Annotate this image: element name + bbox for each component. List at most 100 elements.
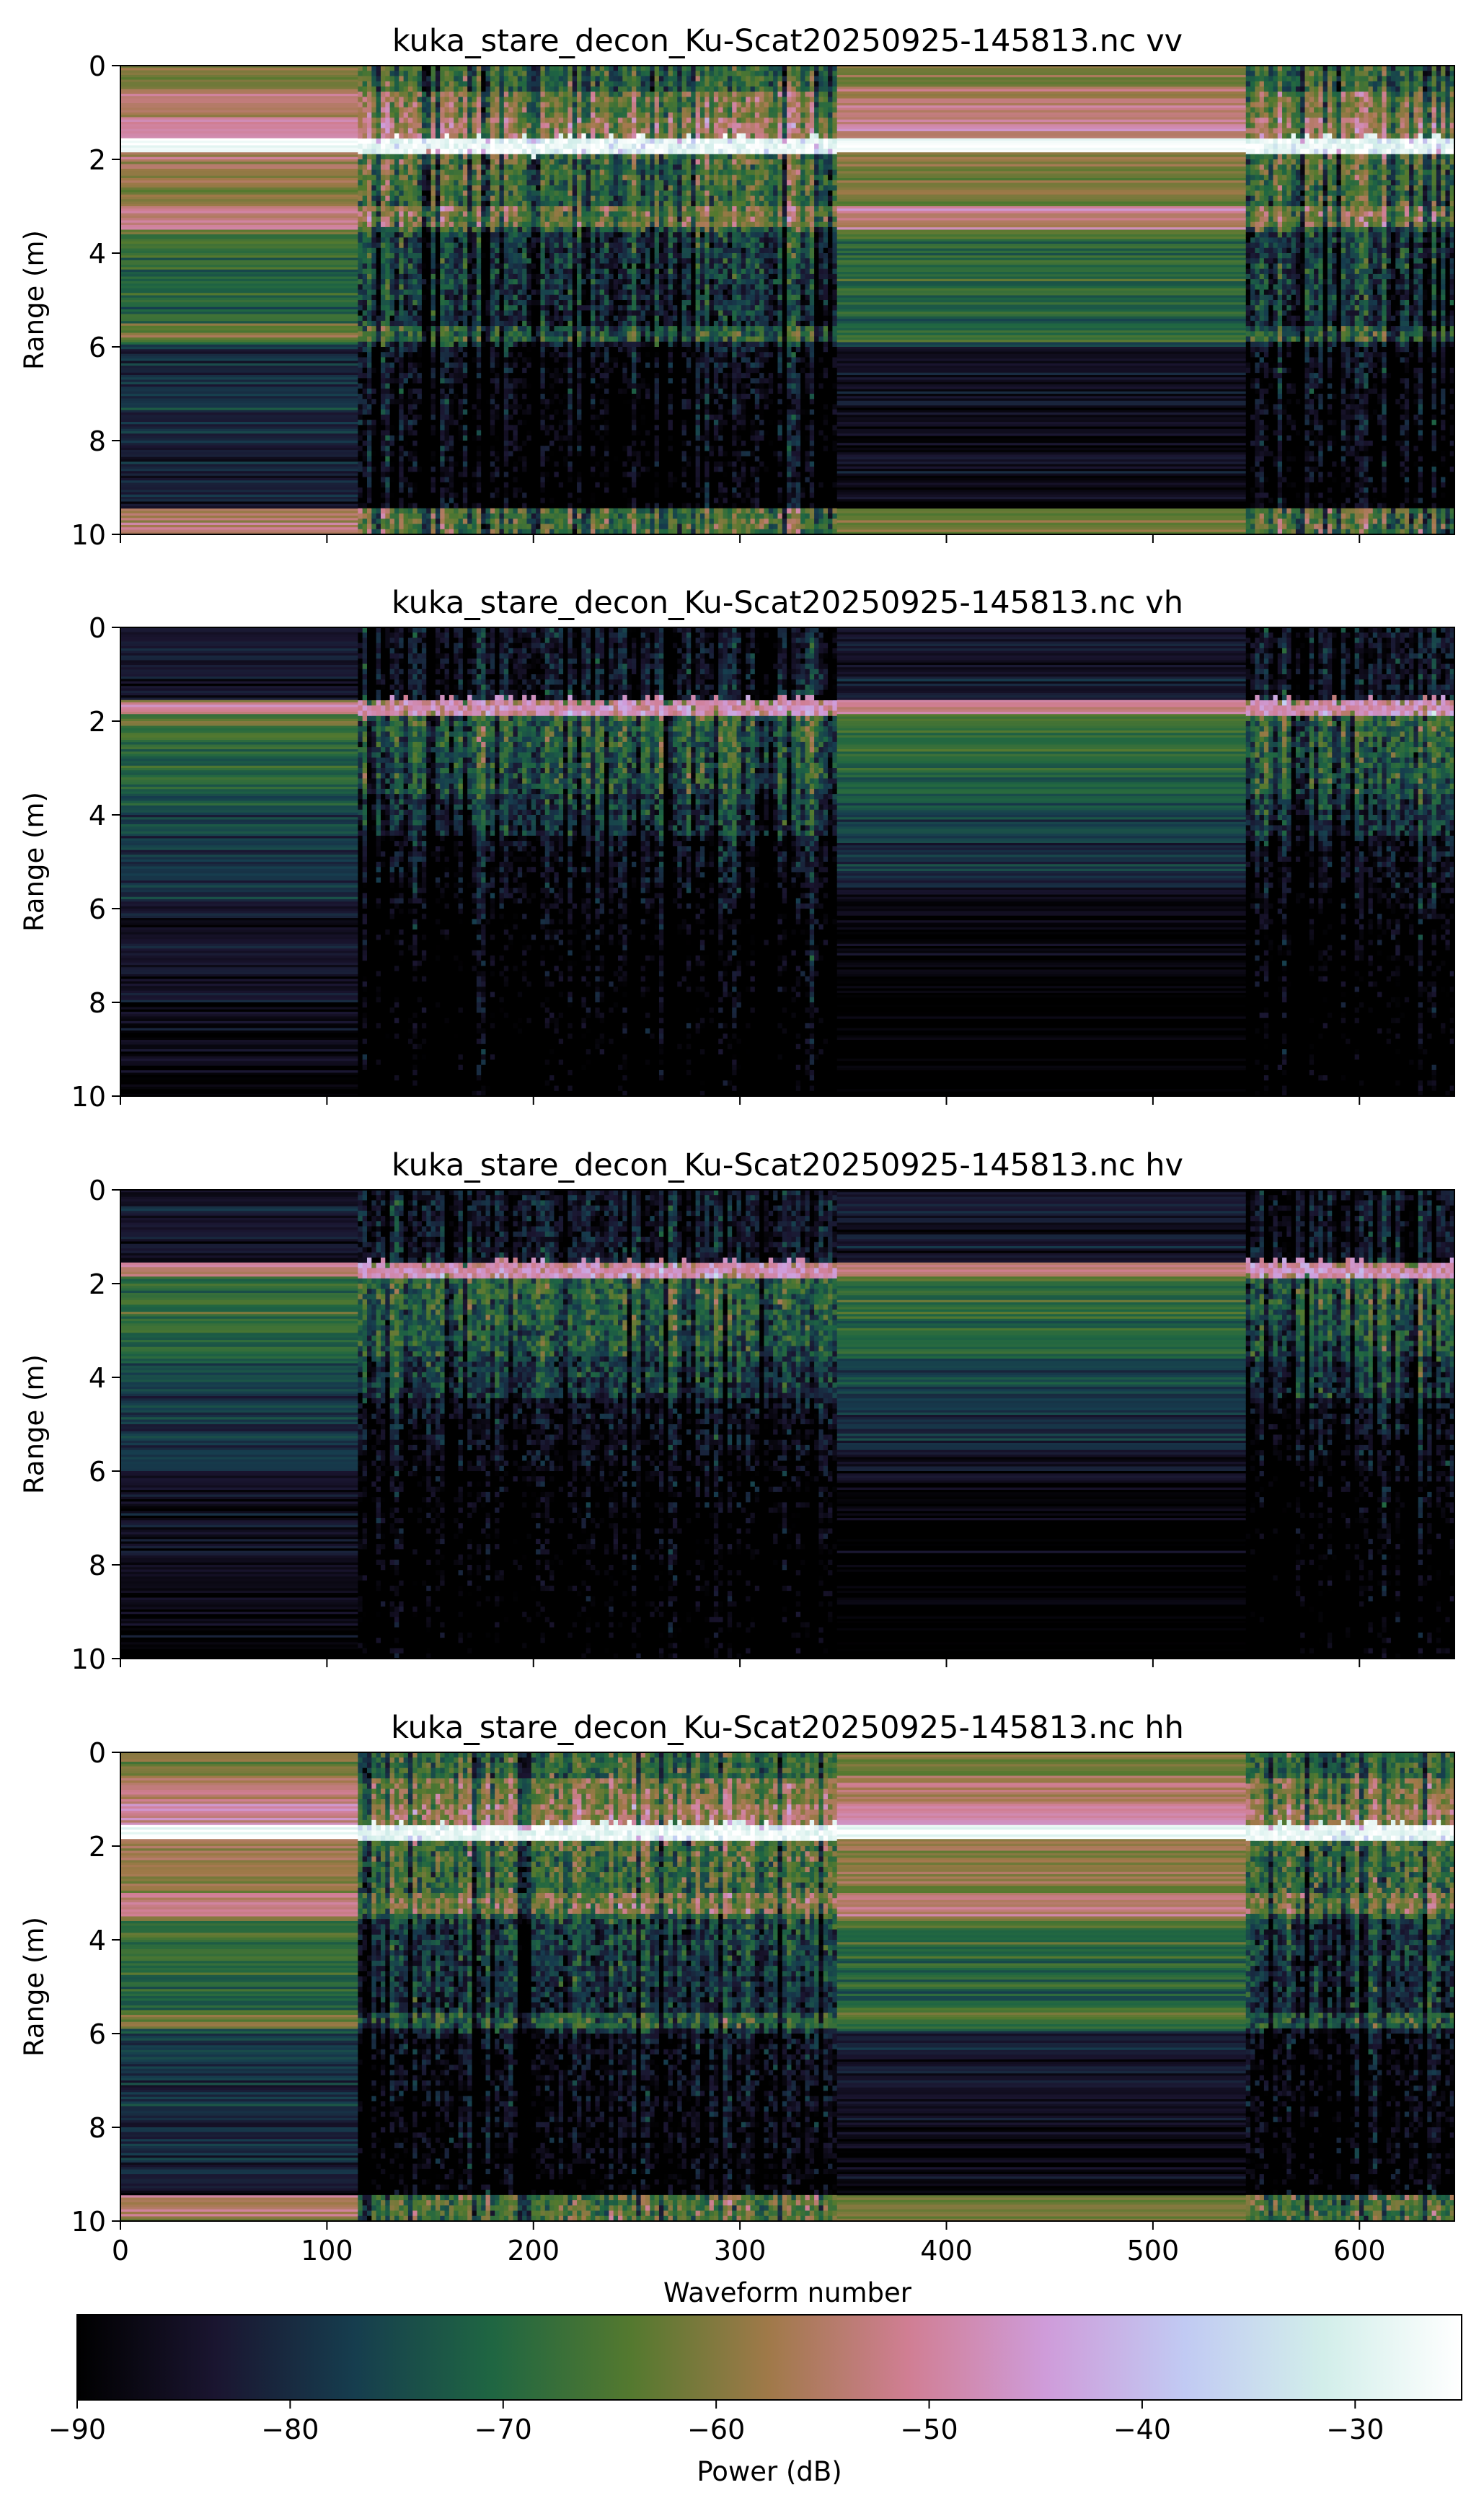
heatmap-cell bbox=[444, 326, 450, 332]
heatmap-cell bbox=[389, 336, 395, 343]
heatmap-cell bbox=[399, 394, 405, 400]
heatmap-cell bbox=[362, 315, 368, 322]
heatmap-cell bbox=[385, 253, 391, 259]
heatmap-cell bbox=[495, 357, 500, 363]
heatmap-cell bbox=[531, 420, 536, 425]
heatmap-cell bbox=[536, 503, 542, 509]
heatmap-cell bbox=[376, 118, 381, 124]
heatmap-cell bbox=[421, 461, 427, 467]
heatmap-cell bbox=[591, 482, 596, 488]
heatmap-cell bbox=[403, 97, 409, 103]
heatmap-band bbox=[120, 379, 358, 383]
heatmap-cell bbox=[426, 107, 432, 113]
heatmap-cell bbox=[503, 144, 509, 150]
heatmap-cell bbox=[385, 508, 391, 514]
heatmap-cell bbox=[599, 138, 605, 144]
heatmap-cell bbox=[454, 86, 459, 92]
heatmap-cell bbox=[517, 190, 523, 197]
heatmap-cell bbox=[508, 467, 514, 472]
heatmap-cell bbox=[454, 237, 459, 244]
heatmap-cell bbox=[458, 524, 464, 530]
heatmap-cell bbox=[467, 123, 473, 129]
heatmap-cell bbox=[577, 118, 582, 124]
heatmap-cell bbox=[531, 144, 536, 150]
heatmap-cell bbox=[412, 211, 418, 218]
heatmap-cell bbox=[440, 352, 446, 358]
heatmap-cell bbox=[444, 315, 450, 322]
heatmap-cell bbox=[558, 247, 564, 254]
heatmap-cell bbox=[513, 383, 518, 389]
heatmap-cell bbox=[572, 414, 578, 420]
heatmap-cell bbox=[407, 472, 413, 478]
heatmap-cell bbox=[362, 112, 368, 118]
heatmap-cell bbox=[526, 185, 532, 191]
heatmap-cell bbox=[412, 518, 418, 525]
heatmap-cell bbox=[581, 97, 587, 103]
heatmap-cell bbox=[394, 394, 399, 400]
heatmap-cell bbox=[503, 487, 509, 493]
heatmap-cell bbox=[467, 138, 473, 144]
heatmap-cell bbox=[467, 273, 473, 280]
heatmap-cell bbox=[430, 446, 436, 452]
heatmap-band bbox=[120, 353, 358, 357]
heatmap-cell bbox=[581, 414, 587, 420]
heatmap-cell bbox=[394, 326, 399, 332]
heatmap-cell bbox=[458, 529, 464, 534]
heatmap-cell bbox=[513, 71, 518, 77]
heatmap-cell bbox=[508, 195, 514, 202]
heatmap-cell bbox=[517, 300, 523, 306]
heatmap-cell bbox=[454, 451, 459, 457]
heatmap-band bbox=[120, 309, 358, 312]
heatmap-cell bbox=[536, 200, 542, 207]
heatmap-cell bbox=[472, 383, 477, 389]
heatmap-cell bbox=[567, 268, 573, 275]
heatmap-cell bbox=[481, 92, 487, 97]
heatmap-cell bbox=[449, 300, 454, 306]
heatmap-cell bbox=[458, 498, 464, 504]
heatmap-cell bbox=[454, 503, 459, 509]
heatmap-cell bbox=[586, 518, 591, 525]
heatmap-cell bbox=[558, 206, 564, 212]
heatmap-cell bbox=[430, 211, 436, 218]
heatmap-cell bbox=[399, 347, 405, 353]
heatmap-cell bbox=[595, 404, 601, 410]
heatmap-cell bbox=[591, 258, 596, 265]
heatmap-cell bbox=[595, 493, 601, 499]
heatmap-cell bbox=[407, 159, 413, 165]
heatmap-cell bbox=[517, 169, 523, 176]
heatmap-cell bbox=[407, 441, 413, 446]
heatmap-cell bbox=[508, 71, 514, 77]
heatmap-cell bbox=[362, 81, 368, 87]
heatmap-cell bbox=[366, 175, 372, 181]
heatmap-cell bbox=[399, 237, 405, 244]
heatmap-cell bbox=[508, 154, 514, 160]
heatmap-cell bbox=[558, 472, 564, 478]
heatmap-cell bbox=[394, 86, 399, 92]
heatmap-cell bbox=[440, 446, 446, 452]
heatmap-cell bbox=[558, 128, 564, 134]
heatmap-cell bbox=[444, 284, 450, 291]
heatmap-cell bbox=[430, 107, 436, 113]
heatmap-cell bbox=[371, 268, 377, 275]
heatmap-cell bbox=[481, 232, 487, 238]
heatmap-cell bbox=[467, 435, 473, 441]
heatmap-cell bbox=[595, 221, 601, 228]
heatmap-cell bbox=[540, 341, 546, 348]
heatmap-cell bbox=[481, 482, 487, 488]
heatmap-cell bbox=[467, 508, 473, 514]
heatmap-cell bbox=[490, 247, 495, 254]
heatmap-cell bbox=[449, 362, 454, 368]
heatmap-cell bbox=[458, 268, 464, 275]
heatmap-cell bbox=[549, 86, 555, 92]
heatmap-cell bbox=[385, 477, 391, 483]
heatmap-cell bbox=[495, 518, 500, 525]
heatmap-cell bbox=[403, 331, 409, 337]
heatmap-cell bbox=[440, 305, 446, 312]
heatmap-cell bbox=[389, 435, 395, 441]
heatmap-cell bbox=[435, 154, 441, 160]
heatmap-cell bbox=[449, 373, 454, 379]
heatmap-cell bbox=[558, 180, 564, 186]
heatmap-cell bbox=[481, 159, 487, 165]
heatmap-cell bbox=[563, 487, 569, 493]
heatmap-cell bbox=[503, 180, 509, 186]
